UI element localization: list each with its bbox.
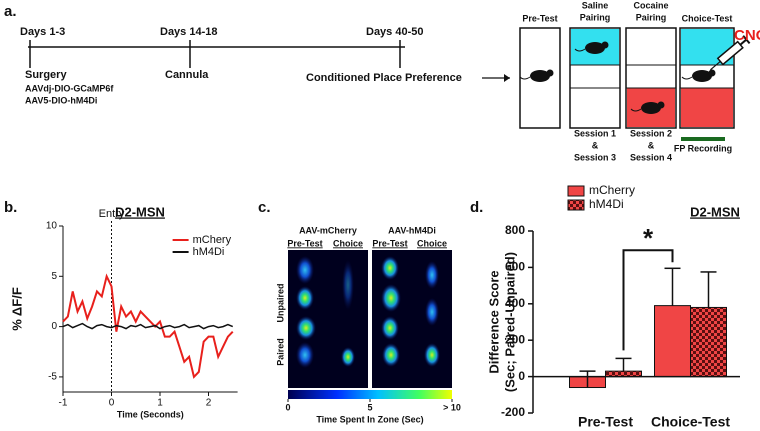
y-axis-label: % ΔF/F xyxy=(9,287,24,331)
entry-label: Entry xyxy=(99,208,125,220)
timeline-days: Days 40-50 xyxy=(366,26,424,38)
panel-label: b. xyxy=(4,199,17,216)
column-label: Pre-Test xyxy=(287,238,322,248)
legend-label: hM4Di xyxy=(193,246,225,258)
panel-label: d. xyxy=(470,199,483,216)
colorbar-label: Time Spent In Zone (Sec) xyxy=(316,414,423,424)
panel-label: a. xyxy=(4,3,17,20)
y-tick-label: 200 xyxy=(505,332,525,346)
y-tick-label: 5 xyxy=(51,271,57,282)
x-tick-label: Choice-Test xyxy=(651,414,730,430)
colorbar-tick-label: 5 xyxy=(367,402,372,412)
x-tick-label: 1 xyxy=(157,398,163,409)
zone-label: Unpaired xyxy=(275,283,285,322)
x-axis-label: Time (Seconds) xyxy=(117,409,184,419)
session-label: Session 3 xyxy=(574,152,616,162)
recording-bar xyxy=(681,137,725,141)
y-tick-label: 0 xyxy=(51,321,57,332)
syringe-icon xyxy=(709,35,751,71)
y-tick-label: -200 xyxy=(501,405,525,419)
column-label: Pre-Test xyxy=(372,238,407,248)
y-axis-label: (Sec; Paired-Unpaired) xyxy=(502,252,517,392)
chart-title: D2-MSN xyxy=(690,204,740,219)
box-title: Pairing xyxy=(636,12,667,22)
timeline-event: Cannula xyxy=(165,69,209,81)
significance-star: * xyxy=(643,223,654,253)
colorbar xyxy=(288,390,452,399)
timeline-detail: AAV5-DIO-hM4Di xyxy=(25,95,97,105)
mouse-icon xyxy=(519,41,716,114)
box-title: Pairing xyxy=(580,12,611,22)
x-tick-label: 0 xyxy=(109,398,115,409)
y-tick-label: 800 xyxy=(505,223,525,237)
bar xyxy=(690,306,727,378)
box-title: Choice-Test xyxy=(682,13,733,23)
legend-label: hM4Di xyxy=(589,197,624,211)
y-tick-label: 400 xyxy=(505,296,525,310)
legend-swatch xyxy=(567,185,585,197)
legend-label: mChery xyxy=(193,234,232,246)
group-title: AAV-mCherry xyxy=(299,225,357,235)
heatmap-blobs xyxy=(296,256,440,368)
y-axis-label: Difference Score xyxy=(486,270,501,373)
box-title: Cocaine xyxy=(633,0,668,10)
column-label: Choice xyxy=(333,238,363,248)
drug-label: CNO xyxy=(734,27,760,44)
colorbar-tick-label: > 10 xyxy=(443,402,461,412)
legend-label: mCherry xyxy=(589,183,635,197)
x-tick-label: Pre-Test xyxy=(578,414,633,430)
session-label: & xyxy=(648,140,655,150)
y-tick-label: 600 xyxy=(505,260,525,274)
column-label: Choice xyxy=(417,238,447,248)
zone-cocaine xyxy=(681,88,733,127)
x-tick-label: 2 xyxy=(206,398,212,409)
colorbar-tick-label: 0 xyxy=(285,402,290,412)
box-title: Pre-Test xyxy=(522,13,557,23)
y-tick-label: 0 xyxy=(518,369,525,383)
zone-label: Paired xyxy=(275,338,285,366)
chart-title: D2-MSN xyxy=(115,204,165,219)
session-label: & xyxy=(592,140,599,150)
session-label: Session 1 xyxy=(574,128,616,138)
series-line xyxy=(62,273,234,379)
timeline-event: Conditioned Place Preference xyxy=(306,72,462,84)
panel-label: c. xyxy=(258,199,271,216)
bar xyxy=(654,305,691,378)
legend-swatch xyxy=(567,199,585,211)
arrow-head xyxy=(504,74,510,82)
recording-label: FP Recording xyxy=(674,143,732,153)
series-line xyxy=(62,322,234,330)
timeline-detail: AAVdj-DIO-GCaMP6f xyxy=(25,83,114,93)
box-title: Saline xyxy=(582,0,609,10)
timeline-event: Surgery xyxy=(25,69,67,81)
session-label: Session 4 xyxy=(630,152,672,162)
significance-bracket xyxy=(622,249,674,351)
group-title: AAV-hM4Di xyxy=(388,225,436,235)
x-tick-label: -1 xyxy=(59,398,68,409)
y-tick-label: 10 xyxy=(46,221,58,232)
session-label: Session 2 xyxy=(630,128,672,138)
timeline-days: Days 14-18 xyxy=(160,26,218,38)
bar xyxy=(605,370,642,378)
y-tick-label: -5 xyxy=(48,372,57,383)
timeline-days: Days 1-3 xyxy=(20,26,65,38)
